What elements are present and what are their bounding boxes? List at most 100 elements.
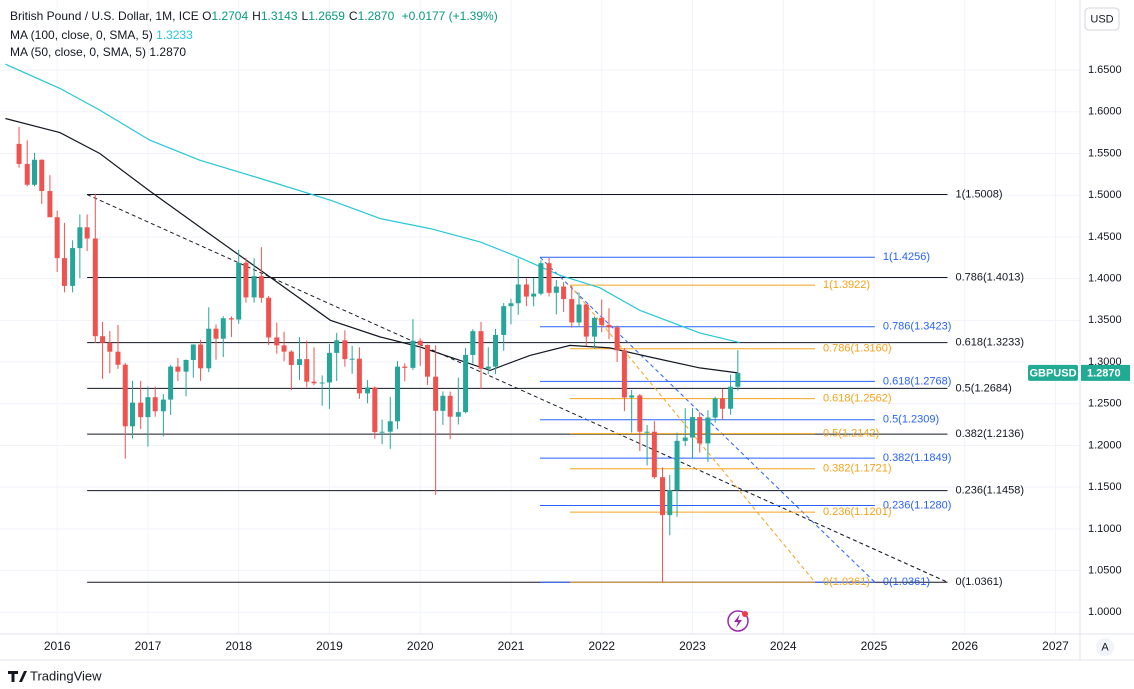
y-tick-label: 1.1500 (1088, 481, 1122, 493)
candle-body (288, 351, 294, 365)
y-tick-label: 1.5500 (1088, 147, 1122, 159)
x-tick-label: 2022 (588, 639, 615, 653)
x-tick-label: 2027 (1042, 639, 1069, 653)
candle-body (637, 395, 643, 432)
candle-body (107, 342, 113, 352)
candle-body (251, 276, 257, 298)
candle-body (410, 340, 416, 368)
candle-body (561, 286, 567, 300)
symbol-title: British Pound / U.S. Dollar, 1M, ICE (10, 9, 199, 23)
fib-label: 0.5(1.2142) (823, 428, 879, 440)
candle-body (712, 398, 718, 418)
candle-body (356, 358, 362, 394)
candle-body (689, 417, 695, 438)
candle-body (54, 217, 60, 259)
candle-body (402, 366, 408, 368)
y-tick-label: 1.0500 (1088, 565, 1122, 577)
candle-body (485, 366, 491, 369)
ohlc-key: H (252, 9, 261, 23)
candle-body (138, 402, 144, 418)
price-tag-value: 1.2870 (1087, 367, 1121, 379)
candle-body (84, 227, 90, 239)
fib-label: 1(1.5008) (955, 188, 1002, 200)
candle-body (501, 306, 507, 335)
ma-value: 1.3233 (156, 28, 193, 42)
candle-body (508, 303, 514, 307)
candle-body (440, 395, 446, 411)
candle-body (130, 402, 136, 427)
candle-body (546, 263, 552, 293)
y-tick-label: 1.6000 (1088, 106, 1122, 118)
fib-label: 0.382(1.1721) (823, 463, 892, 475)
y-tick-label: 1.2000 (1088, 439, 1122, 451)
candle-body (531, 293, 537, 297)
candle-body (576, 304, 582, 323)
candle-body (682, 437, 688, 441)
candle-body (569, 299, 575, 323)
brand-logo (8, 671, 27, 682)
candle-body (728, 386, 734, 409)
candle-body (92, 238, 98, 337)
candle-body (433, 376, 439, 411)
candle-body (115, 351, 121, 365)
fib-label: 0.236(1.1280) (883, 499, 952, 511)
currency-label: USD (1090, 13, 1113, 25)
ohlc-key: C (348, 9, 358, 23)
candle-body (417, 340, 423, 345)
candle-body (674, 440, 680, 491)
fib-label: 0.618(1.3233) (955, 337, 1024, 349)
ohlc-key: L (301, 9, 309, 23)
candle-body (629, 395, 635, 398)
fib-label: 0.618(1.2562) (823, 392, 892, 404)
candle-body (379, 431, 385, 433)
currency-button[interactable] (1084, 7, 1120, 31)
candle-body (395, 366, 401, 422)
fib-label: 0.382(1.1849) (883, 452, 952, 464)
fib-label: 0.236(1.1458) (955, 485, 1024, 497)
candle-body (606, 324, 612, 328)
auto-scale-label: A (1101, 641, 1109, 653)
candle-body (387, 421, 393, 432)
candle-body (236, 262, 242, 320)
candle-body (228, 318, 234, 320)
candle-body (523, 284, 529, 297)
y-tick-label: 1.5000 (1088, 189, 1122, 201)
candle-body (515, 284, 521, 304)
candle-body (644, 431, 650, 433)
y-tick-label: 1.6500 (1088, 64, 1122, 76)
candle-body (296, 359, 302, 365)
candle-body (24, 163, 30, 185)
x-tick-label: 2024 (770, 639, 797, 653)
fib-label: 0(1.0361) (883, 576, 930, 588)
x-tick-label: 2019 (316, 639, 343, 653)
y-tick-label: 1.1000 (1088, 523, 1122, 535)
candle-body (31, 159, 37, 185)
fib-label: 0.786(1.3423) (883, 321, 952, 333)
candle-body (266, 297, 272, 338)
fib-label: 0.5(1.2309) (883, 414, 939, 426)
candle-body (599, 317, 605, 325)
candle-body (735, 372, 741, 387)
fib-label: 0.786(1.4013) (955, 271, 1024, 283)
symbol-legend: British Pound / U.S. Dollar, 1M, ICE O 1.… (10, 9, 498, 23)
candle-body (47, 191, 53, 218)
y-tick-label: 1.3500 (1088, 314, 1122, 326)
candle-body (538, 263, 544, 294)
y-tick-label: 1.4500 (1088, 231, 1122, 243)
ohlc-value: 1.3143 (260, 9, 298, 23)
candle-body (719, 398, 725, 409)
x-tick-label: 2023 (679, 639, 706, 653)
candle-body (311, 381, 317, 384)
candle-body (281, 345, 287, 352)
candle-body (61, 258, 67, 286)
ma-legend: MA (50, close, 0, SMA, 5) 1.2870 (10, 45, 186, 59)
ohlc-key: O (202, 9, 212, 23)
auto-scale-button[interactable] (1096, 638, 1114, 656)
x-tick-label: 2020 (407, 639, 434, 653)
grid (0, 0, 1080, 634)
x-tick-label: 2017 (135, 639, 162, 653)
fib-label: 0.786(1.3160) (823, 343, 892, 355)
candle-body (455, 412, 461, 417)
fib-label: 0.618(1.2768) (883, 375, 952, 387)
